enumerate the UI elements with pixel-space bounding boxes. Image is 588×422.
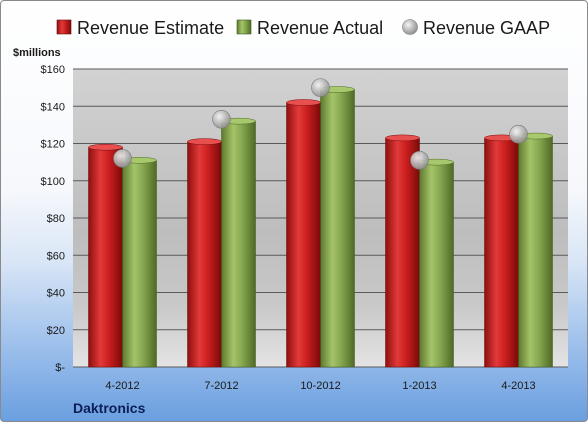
y-tick-label: $160 [41, 64, 65, 76]
bar-revenue-estimate-top [286, 99, 321, 106]
bar-revenue-actual [122, 160, 157, 368]
legend-swatch [56, 19, 72, 35]
bar-revenue-actual [221, 120, 256, 368]
y-tick-label: $120 [41, 139, 65, 151]
bar-revenue-actual [419, 161, 454, 368]
bar-revenue-estimate-top [385, 134, 420, 142]
y-tick-label: $- [55, 362, 65, 374]
x-tick-label: 7-2012 [204, 380, 238, 392]
legend-label: Revenue GAAP [423, 18, 550, 38]
y-tick-label: $20 [47, 325, 65, 337]
y-tick-label: $60 [47, 250, 65, 262]
x-tick-label: 10-2012 [300, 380, 340, 392]
bar-revenue-estimate-top [88, 143, 123, 151]
bar-revenue-estimate [187, 141, 222, 368]
bar-revenue-estimate [88, 146, 123, 368]
legend-label: Revenue Estimate [77, 18, 224, 38]
x-tick-label: 1-2013 [402, 380, 436, 392]
bar-revenue-estimate-top [187, 138, 222, 145]
x-tick-label: 4-2013 [501, 380, 535, 392]
marker-revenue-gaap [311, 78, 330, 97]
legend: Revenue Estimate Revenue Actual Revenue GA… [56, 18, 550, 38]
marker-revenue-gaap [212, 109, 231, 129]
bar-revenue-estimate [286, 102, 321, 368]
legend-label: Revenue Actual [257, 18, 383, 38]
legend-swatch [236, 19, 252, 35]
y-tick-label: $140 [41, 101, 65, 113]
bar-revenue-estimate [385, 137, 420, 368]
bar-revenue-actual [518, 135, 553, 368]
x-tick-label: 4-2012 [105, 380, 139, 392]
x-axis-ticks: 4-2012 7-2012 10-2012 1-2013 4-2013 [105, 380, 535, 392]
legend-swatch [402, 19, 418, 35]
bar-revenue-estimate [484, 137, 519, 368]
y-tick-label: $100 [41, 176, 65, 188]
y-axis-label: $millions [13, 47, 61, 59]
bars [88, 86, 553, 368]
marker-revenue-gaap [410, 150, 429, 170]
gaap-markers [113, 78, 528, 170]
company-name: Daktronics [73, 400, 146, 416]
y-axis-ticks: $- $20 $40 $60 $80 $100 $120 $140 $160 [41, 64, 66, 374]
y-tick-label: $40 [47, 288, 65, 300]
marker-revenue-gaap [113, 149, 132, 168]
marker-revenue-gaap [509, 124, 528, 144]
bar-revenue-actual [320, 89, 355, 368]
y-tick-label: $80 [47, 213, 65, 225]
